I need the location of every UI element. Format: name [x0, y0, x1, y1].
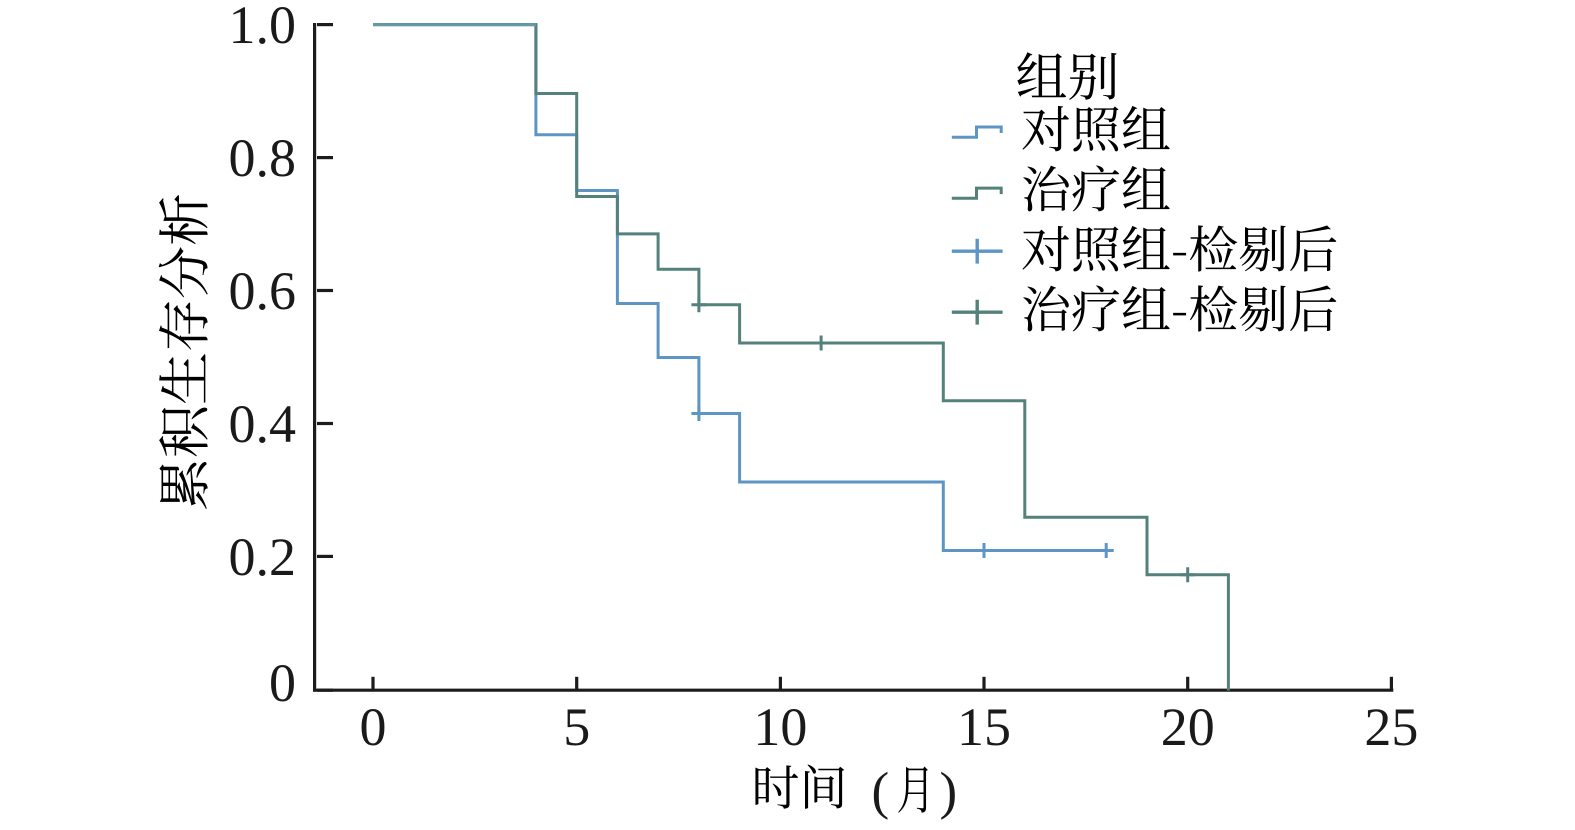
svg-text:0.4: 0.4 — [229, 394, 297, 454]
svg-text:(: ( — [872, 763, 890, 821]
svg-text:25: 25 — [1364, 697, 1418, 757]
svg-text:0.2: 0.2 — [229, 527, 297, 587]
svg-text:10: 10 — [753, 697, 807, 757]
svg-text:5: 5 — [563, 697, 590, 757]
svg-text:20: 20 — [1161, 697, 1215, 757]
svg-text:0: 0 — [360, 697, 387, 757]
svg-text:0.6: 0.6 — [229, 261, 297, 321]
svg-text:0.8: 0.8 — [229, 128, 297, 188]
svg-text:0: 0 — [269, 653, 296, 713]
svg-text:15: 15 — [957, 697, 1011, 757]
svg-text:): ) — [940, 763, 958, 821]
svg-text:1.0: 1.0 — [229, 0, 297, 55]
